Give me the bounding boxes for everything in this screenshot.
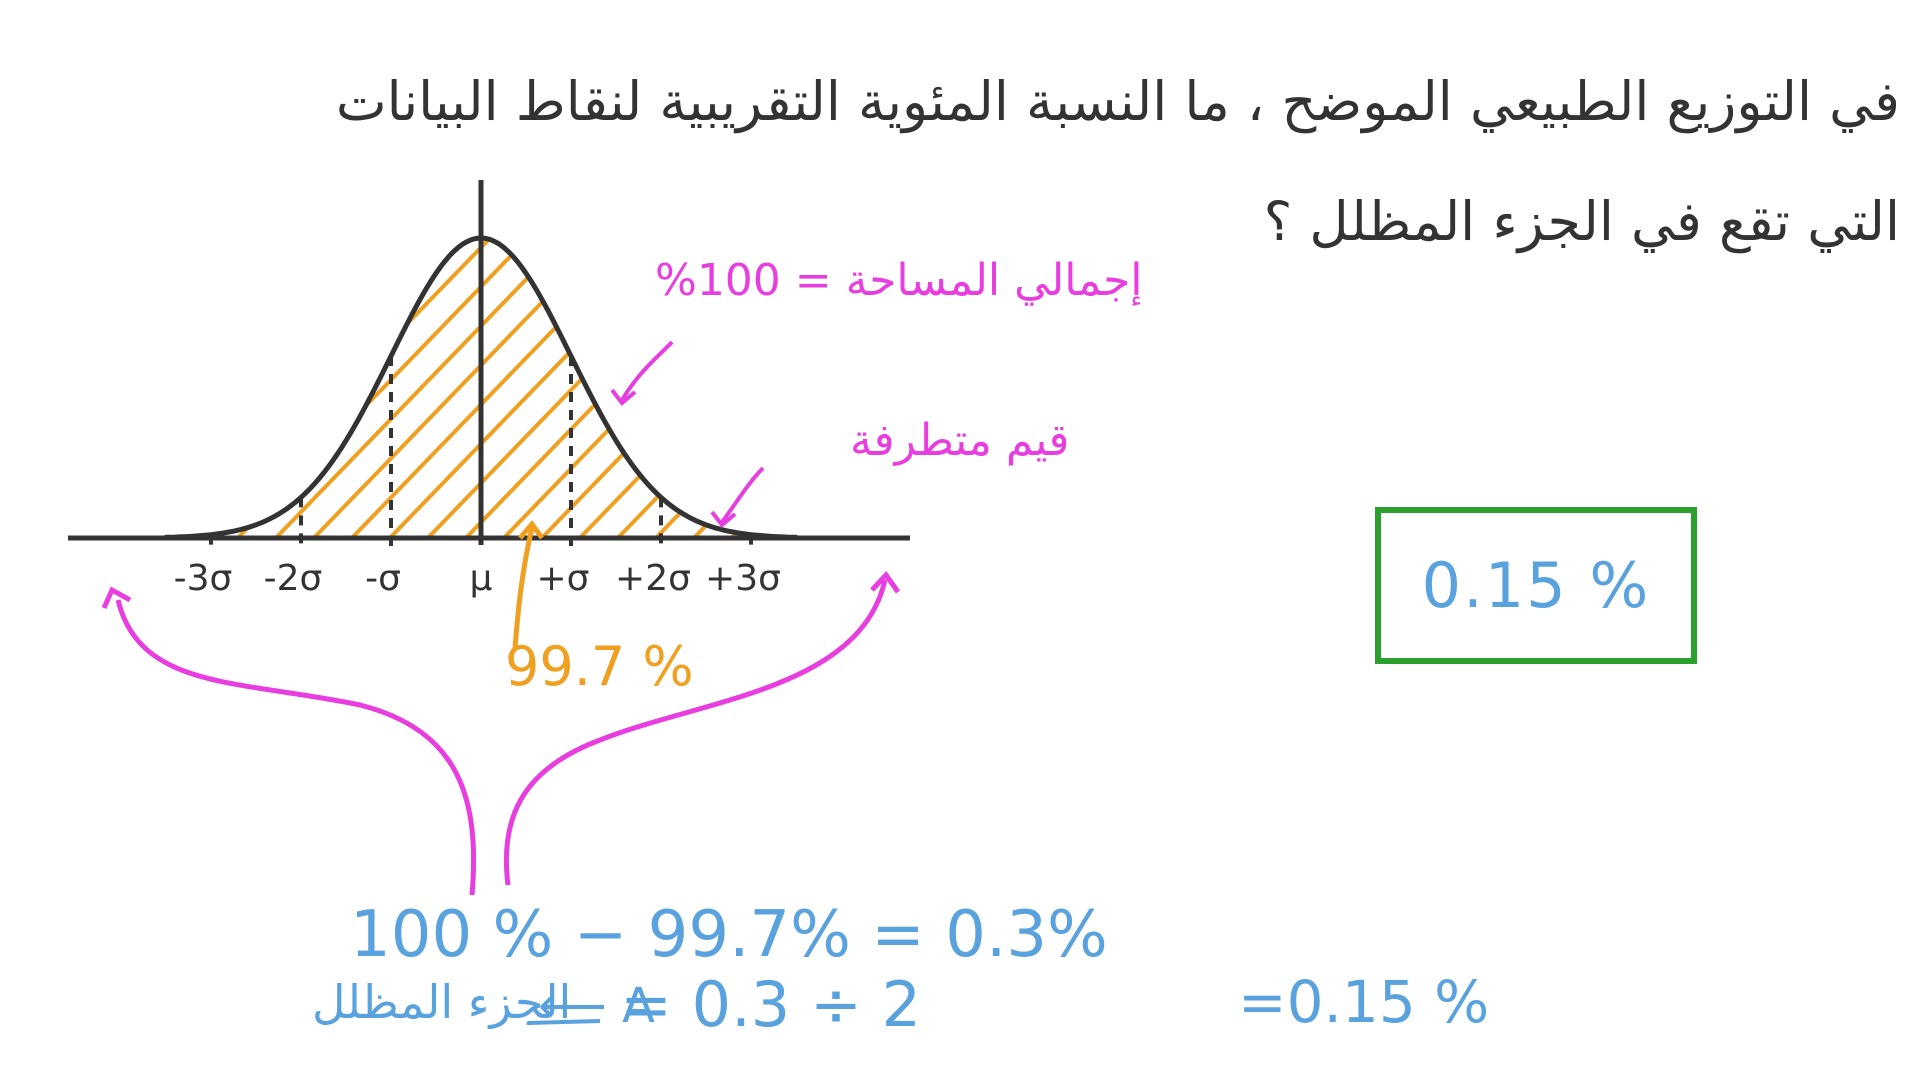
right-tail-arrow bbox=[503, 579, 888, 886]
axis-tick-label: μ bbox=[470, 558, 493, 599]
outliers-label: قيم متطرفة bbox=[850, 415, 1070, 466]
hatch-line bbox=[211, 238, 307, 538]
left-tail-arrow bbox=[115, 599, 477, 896]
axis-tick-label: -2σ bbox=[264, 558, 323, 599]
calculation-line-2: = 0.3 ÷ 2 bbox=[620, 968, 922, 1041]
hatch-line bbox=[166, 534, 211, 538]
answer-box: 0.15 % bbox=[1375, 507, 1697, 664]
hatch-line bbox=[166, 534, 211, 538]
hatch-line bbox=[211, 238, 345, 538]
axis-tick-label: -3σ bbox=[174, 558, 233, 599]
hatch-line bbox=[307, 238, 611, 538]
outlier-arrow-head bbox=[710, 510, 737, 528]
left-tail-arrow-head bbox=[101, 586, 132, 610]
hatch-line bbox=[269, 238, 573, 538]
question-line-2: التي تقع في الجزء المظلل ؟ bbox=[1263, 190, 1900, 253]
hatch-line bbox=[211, 238, 269, 538]
hatch-line bbox=[166, 534, 211, 538]
area-arrow-head bbox=[610, 388, 637, 406]
calculation-result: =0.15 % bbox=[1238, 968, 1490, 1036]
total-area-label: إجمالي المساحة = 100% bbox=[655, 255, 1143, 306]
axis-tick-label: +σ bbox=[537, 558, 590, 599]
hatch-line bbox=[222, 233, 522, 543]
within-arrow bbox=[512, 527, 535, 649]
outlier-arrow bbox=[720, 466, 765, 524]
hatch-line bbox=[188, 534, 211, 538]
sd-lines bbox=[209, 356, 753, 548]
hatch-line bbox=[345, 238, 649, 538]
hatch-line bbox=[0, 233, 191, 543]
within-arrow-head bbox=[518, 519, 545, 540]
hatch-line bbox=[211, 238, 459, 538]
question-line-1: في التوزيع الطبيعي الموضح ، ما النسبة ال… bbox=[335, 70, 1900, 133]
hatch-line bbox=[166, 534, 211, 538]
axis-tick-label: +3σ bbox=[705, 558, 781, 599]
answer-value: 0.15 % bbox=[1421, 549, 1651, 622]
calc-arrow-line bbox=[527, 1019, 601, 1025]
hatch-line bbox=[211, 238, 383, 538]
hatch-line bbox=[211, 238, 497, 538]
axis-labels: -3σ -2σ -σ μ +σ +2σ +3σ bbox=[174, 558, 781, 599]
calculation-line-1: 100 % − 99.7% = 0.3% bbox=[350, 898, 1108, 972]
hatch-line bbox=[231, 238, 535, 538]
area-arrow bbox=[620, 340, 674, 402]
axis-tick-label: -σ bbox=[365, 558, 401, 599]
hatch-line bbox=[211, 238, 231, 538]
arrow-to-a: ⟵ A bbox=[538, 978, 655, 1034]
within-3sd-percent: 99.7 % bbox=[505, 635, 694, 698]
axis-tick-label: +2σ bbox=[615, 558, 691, 599]
hatch-line bbox=[166, 534, 211, 538]
shaded-part-label: الجزء المظلل bbox=[312, 975, 572, 1029]
right-tail-arrow-head bbox=[870, 571, 901, 594]
